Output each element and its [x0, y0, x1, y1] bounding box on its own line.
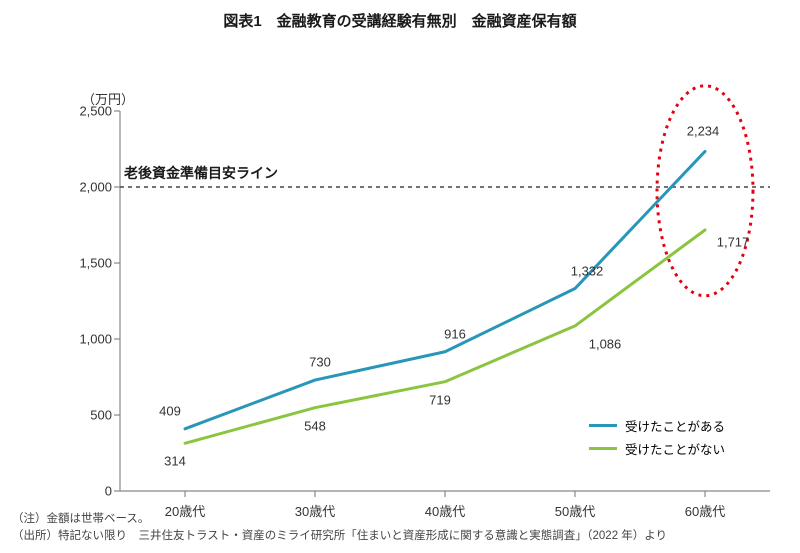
legend-label: 受けたことがない	[625, 439, 725, 458]
y-tick-label: 2,000	[79, 180, 112, 195]
legend-item: 受けたことがある	[589, 416, 725, 435]
chart-title: 図表1 金融教育の受講経験有無別 金融資産保有額	[0, 0, 800, 31]
legend-item: 受けたことがない	[589, 439, 725, 458]
y-tick-label: 1,000	[79, 332, 112, 347]
y-tick-label: 1,500	[79, 256, 112, 271]
footnote-line: （出所）特記ない限り 三井住友トラスト・資産のミライ研究所「住まいと資産形成に関…	[12, 528, 788, 545]
legend-swatch	[589, 447, 617, 450]
legend-swatch	[589, 424, 617, 427]
y-tick-label: 500	[90, 408, 112, 423]
y-tick-label: 0	[105, 484, 112, 499]
legend-label: 受けたことがある	[625, 416, 725, 435]
footnotes: （注）金額は世帯ベース。（出所）特記ない限り 三井住友トラスト・資産のミライ研究…	[12, 511, 788, 546]
legend: 受けたことがある受けたことがない	[589, 416, 725, 462]
y-tick-label: 2,500	[79, 104, 112, 119]
footnote-line: （注）金額は世帯ベース。	[12, 511, 788, 528]
reference-line-label: 老後資金準備目安ライン	[124, 163, 278, 183]
